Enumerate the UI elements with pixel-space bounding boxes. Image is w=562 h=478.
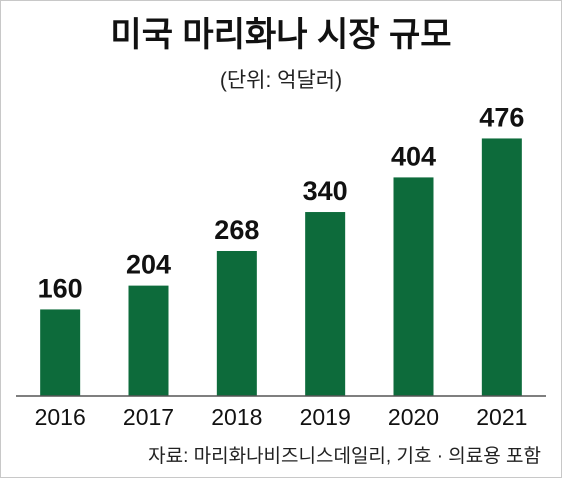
value-label-2018: 268: [214, 215, 259, 245]
x-tick-label-2019: 2019: [300, 404, 351, 430]
value-label-2016: 160: [38, 273, 83, 303]
x-tick-label-2017: 2017: [123, 404, 174, 430]
x-tick-label-2018: 2018: [211, 404, 262, 430]
value-label-2017: 204: [126, 250, 171, 280]
chart-subtitle: (단위: 억달러): [220, 69, 342, 92]
source-note: 자료: 마리화나비즈니스데일리, 기호 · 의료용 포함: [148, 445, 541, 467]
bar-2018: [216, 250, 257, 396]
bar-2021: [481, 138, 522, 396]
bar-2019: [305, 212, 346, 396]
x-tick-label-2016: 2016: [35, 404, 86, 430]
bar-2020: [393, 177, 434, 396]
bar-2017: [128, 285, 169, 396]
x-tick-label-2021: 2021: [476, 404, 527, 430]
value-label-2021: 476: [479, 102, 524, 132]
value-label-2019: 340: [303, 176, 348, 206]
bar-series: 160 2016 204 2017 268 2018 340 2019 404 2020 476 20…: [35, 102, 528, 430]
x-tick-label-2020: 2020: [388, 404, 439, 430]
bar-2016: [40, 309, 81, 396]
chart-title: 미국 마리화나 시장 규모: [110, 16, 451, 54]
value-label-2020: 404: [391, 141, 436, 171]
